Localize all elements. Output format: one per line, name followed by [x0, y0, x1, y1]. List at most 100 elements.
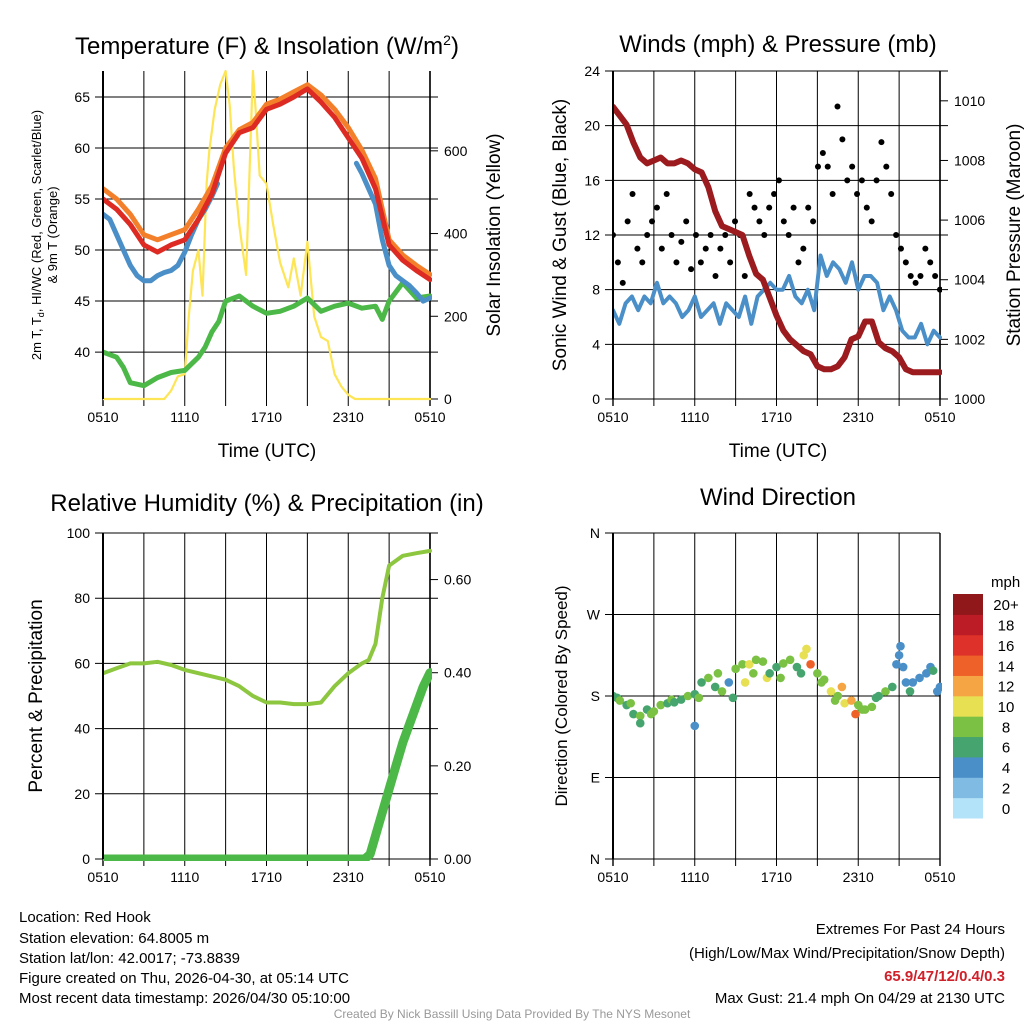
direction-point — [813, 669, 822, 678]
gust-point — [854, 191, 861, 197]
x-tick-label: 1110 — [170, 409, 199, 425]
gust-point — [766, 204, 773, 211]
direction-point — [867, 702, 877, 712]
gust-point — [824, 163, 831, 170]
gust-point — [810, 218, 817, 225]
gust-point — [707, 232, 714, 238]
gust-point — [790, 204, 797, 211]
direction-point — [881, 687, 890, 696]
gust-point — [658, 245, 665, 252]
gust-point — [932, 273, 939, 279]
panel-3: 0 20 40 60 80 100 0.00 0.20 0.40 0.60 0510 1110 1710… — [67, 525, 472, 885]
direction-point — [847, 696, 856, 705]
gust-point — [688, 266, 695, 273]
colorbar-swatch — [953, 655, 983, 676]
gust-point — [883, 163, 890, 170]
gust-point — [937, 286, 942, 293]
colorbar-swatch — [953, 614, 983, 636]
y-tick-label: 20 — [74, 786, 90, 802]
x-tick-label: 0510 — [87, 409, 118, 425]
direction-point — [874, 691, 883, 701]
gust-point — [922, 245, 929, 252]
y-tick-label: 0 — [82, 851, 90, 867]
direction-point — [758, 657, 768, 666]
gust-point — [751, 204, 758, 211]
recent-data-text: Most recent data timestamp: 2026/04/30 0… — [19, 990, 350, 1007]
direction-point — [629, 709, 638, 719]
gust-point — [927, 259, 934, 266]
direction-point — [851, 709, 860, 719]
colorbar-label: 18 — [998, 618, 1015, 635]
y2-tick-label: 400 — [444, 226, 468, 242]
winds-panel-title: Winds (mph) & Pressure (mb) — [619, 31, 936, 58]
panel-4: N E S W N 0510 1110 1710 2310 0510 — [587, 525, 956, 885]
colorbar-swatch — [953, 716, 983, 738]
gust-point — [907, 273, 914, 279]
direction-point — [833, 691, 843, 701]
temperature-y-axis-title: 2m T, Td, HI/WC (Red, Green, Scarlet/Blu… — [29, 110, 46, 360]
direction-point — [840, 698, 849, 708]
gust-point — [653, 204, 660, 211]
y-tick-label: N — [590, 851, 600, 867]
credit-text: Created By Nick Bassill Using Data Provi… — [334, 1007, 691, 1021]
plot-area — [103, 69, 432, 401]
wind-y-axis-title: Sonic Wind & Gust (Blue, Black) — [550, 99, 571, 371]
gust-point — [912, 279, 919, 286]
gust-point — [756, 218, 763, 225]
direction-point — [908, 678, 918, 687]
direction-y-axis-title: Direction (Colored By Speed) — [552, 585, 571, 806]
direction-point — [905, 687, 915, 696]
y2-tick-label: 1006 — [954, 212, 985, 228]
gust-point — [717, 245, 724, 252]
plot-area — [613, 103, 942, 376]
direction-point — [690, 721, 700, 731]
y2-tick-label: 1000 — [954, 391, 985, 407]
x-tick-label: 0510 — [414, 409, 445, 425]
direction-point — [796, 669, 806, 678]
y-tick-label: 100 — [67, 525, 91, 541]
y2-tick-label: 0 — [444, 391, 452, 407]
gust-point — [780, 218, 787, 225]
gust-point — [844, 177, 851, 184]
direction-point — [896, 641, 905, 651]
gust-point — [668, 232, 675, 238]
gust-point — [800, 245, 807, 252]
gust-point — [795, 259, 802, 266]
y-tick-label: 50 — [74, 242, 90, 258]
extremes-legend: (High/Low/Max Wind/Precipitation/Snow De… — [689, 945, 1005, 962]
direction-point — [922, 669, 931, 678]
y2-tick-label: 1010 — [954, 93, 985, 109]
colorbar-label: 16 — [998, 638, 1015, 655]
y2-tick-label: 600 — [444, 143, 468, 159]
direction-point — [928, 666, 938, 675]
gust-point — [878, 139, 885, 146]
y-tick-label: 80 — [74, 590, 90, 606]
direction-point — [626, 698, 636, 708]
extremes-values: 65.9/47/12/0.4/0.3 — [884, 968, 1005, 985]
direction-point — [704, 673, 713, 683]
pressure-y-axis-title: Station Pressure (Maroon) — [1004, 124, 1024, 347]
direction-point — [694, 693, 704, 703]
colorbar-label: 10 — [998, 699, 1015, 716]
gust-point — [775, 177, 782, 184]
direction-point — [802, 644, 811, 654]
y-tick-label: 12 — [584, 227, 600, 243]
y2-tick-label: 200 — [444, 308, 468, 324]
temperature-panel-title: Temperature (F) & Insolation (W/m2) — [75, 32, 459, 60]
y2-tick-label: 1002 — [954, 331, 985, 347]
direction-point — [779, 659, 788, 668]
gust-point — [785, 232, 792, 238]
direction-point — [751, 655, 761, 665]
direction-point — [749, 669, 758, 678]
td-line — [103, 280, 432, 389]
gust-point — [746, 191, 753, 197]
gust-point — [683, 218, 690, 225]
gust-point — [814, 163, 821, 170]
temperature-y-axis-title-line2: & 9m T (Orange) — [45, 186, 60, 283]
gust-point — [697, 259, 704, 266]
colorbar-swatch — [953, 756, 983, 778]
direction-point — [792, 662, 802, 672]
gust-point — [863, 204, 870, 211]
direction-point — [635, 718, 645, 728]
